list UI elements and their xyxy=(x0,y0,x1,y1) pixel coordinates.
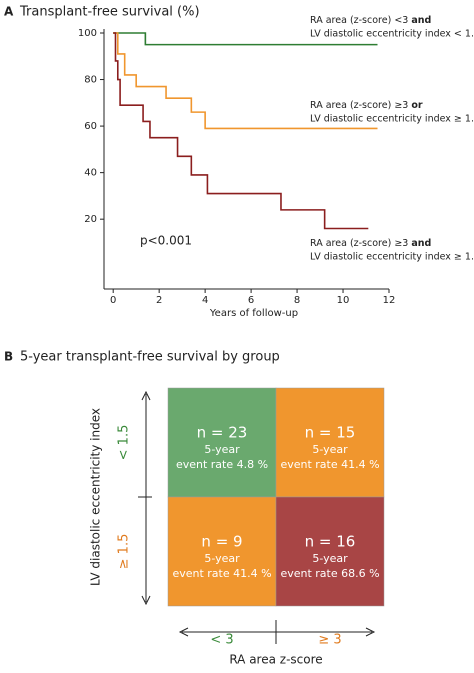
column-label: ≥ 3 xyxy=(318,633,341,648)
cell-rate: event rate 4.8 % xyxy=(176,458,268,471)
x-tick-label: 12 xyxy=(383,295,396,306)
x-axis-label: Years of follow-up xyxy=(209,308,298,319)
x-tick-label: 8 xyxy=(294,295,300,306)
cell-period: 5-year xyxy=(312,552,348,565)
x-tick-label: 4 xyxy=(202,295,208,306)
cell-count: n = 16 xyxy=(305,533,356,551)
cell-count: n = 15 xyxy=(305,424,356,442)
legend-text: or xyxy=(411,100,423,111)
legend-entry: LV diastolic eccentricity index ≥ 1.55 xyxy=(310,252,474,263)
legend-entry: RA area (z-score) ≥3 and xyxy=(310,238,431,249)
y-tick-label: 60 xyxy=(84,121,97,132)
survival-line xyxy=(113,32,378,46)
panel-label: A xyxy=(4,5,14,19)
y-tick-label: 20 xyxy=(84,214,97,225)
cell-period: 5-year xyxy=(204,443,240,456)
column-label: < 3 xyxy=(210,633,233,648)
legend-text: RA area (z-score) ≥3 xyxy=(310,238,408,249)
cell-rate: event rate 41.4 % xyxy=(280,458,379,471)
x-tick-label: 2 xyxy=(156,295,162,306)
cell-count: n = 23 xyxy=(197,424,248,442)
cell xyxy=(275,387,385,498)
legend-entry: RA area (z-score) <3 and xyxy=(310,15,431,26)
y-axis-label: LV diastolic eccentricity index xyxy=(89,408,103,586)
cell-rate: event rate 41.4 % xyxy=(172,567,271,580)
annotation: p<0.001 xyxy=(140,234,192,248)
survival-line xyxy=(113,32,378,130)
row-label: ≥ 1.5 xyxy=(117,534,132,570)
cell xyxy=(167,387,277,498)
x-axis-label: RA area z-score xyxy=(229,653,322,667)
x-tick-label: 6 xyxy=(248,295,254,306)
cell-count: n = 9 xyxy=(201,533,242,551)
chart-title: 5-year transplant-free survival by group xyxy=(20,350,280,365)
cell-period: 5-year xyxy=(312,443,348,456)
legend-entry: LV diastolic eccentricity index ≥ 1.55 xyxy=(310,114,474,125)
cell xyxy=(275,496,385,607)
row-label: < 1.5 xyxy=(117,425,132,461)
chart-title: Transplant-free survival (%) xyxy=(19,5,200,20)
legend-text: and xyxy=(411,15,431,26)
legend-entry: RA area (z-score) ≥3 or xyxy=(310,100,423,111)
survival-line xyxy=(113,32,369,230)
legend-text: and xyxy=(411,238,431,249)
legend-text: RA area (z-score) ≥3 xyxy=(310,100,408,111)
cell-period: 5-year xyxy=(204,552,240,565)
x-tick-label: 0 xyxy=(110,295,116,306)
legend-text: RA area (z-score) <3 xyxy=(310,15,408,26)
x-tick-label: 10 xyxy=(337,295,350,306)
legend-entry: LV diastolic eccentricity index < 1.55 xyxy=(310,29,474,40)
axis-arrows xyxy=(138,390,376,644)
cell xyxy=(167,496,277,607)
panel-label: B xyxy=(4,350,13,364)
y-tick-label: 80 xyxy=(84,75,97,86)
y-tick-label: 40 xyxy=(84,168,97,179)
y-tick-label: 100 xyxy=(78,28,97,39)
cell-rate: event rate 68.6 % xyxy=(280,567,379,580)
